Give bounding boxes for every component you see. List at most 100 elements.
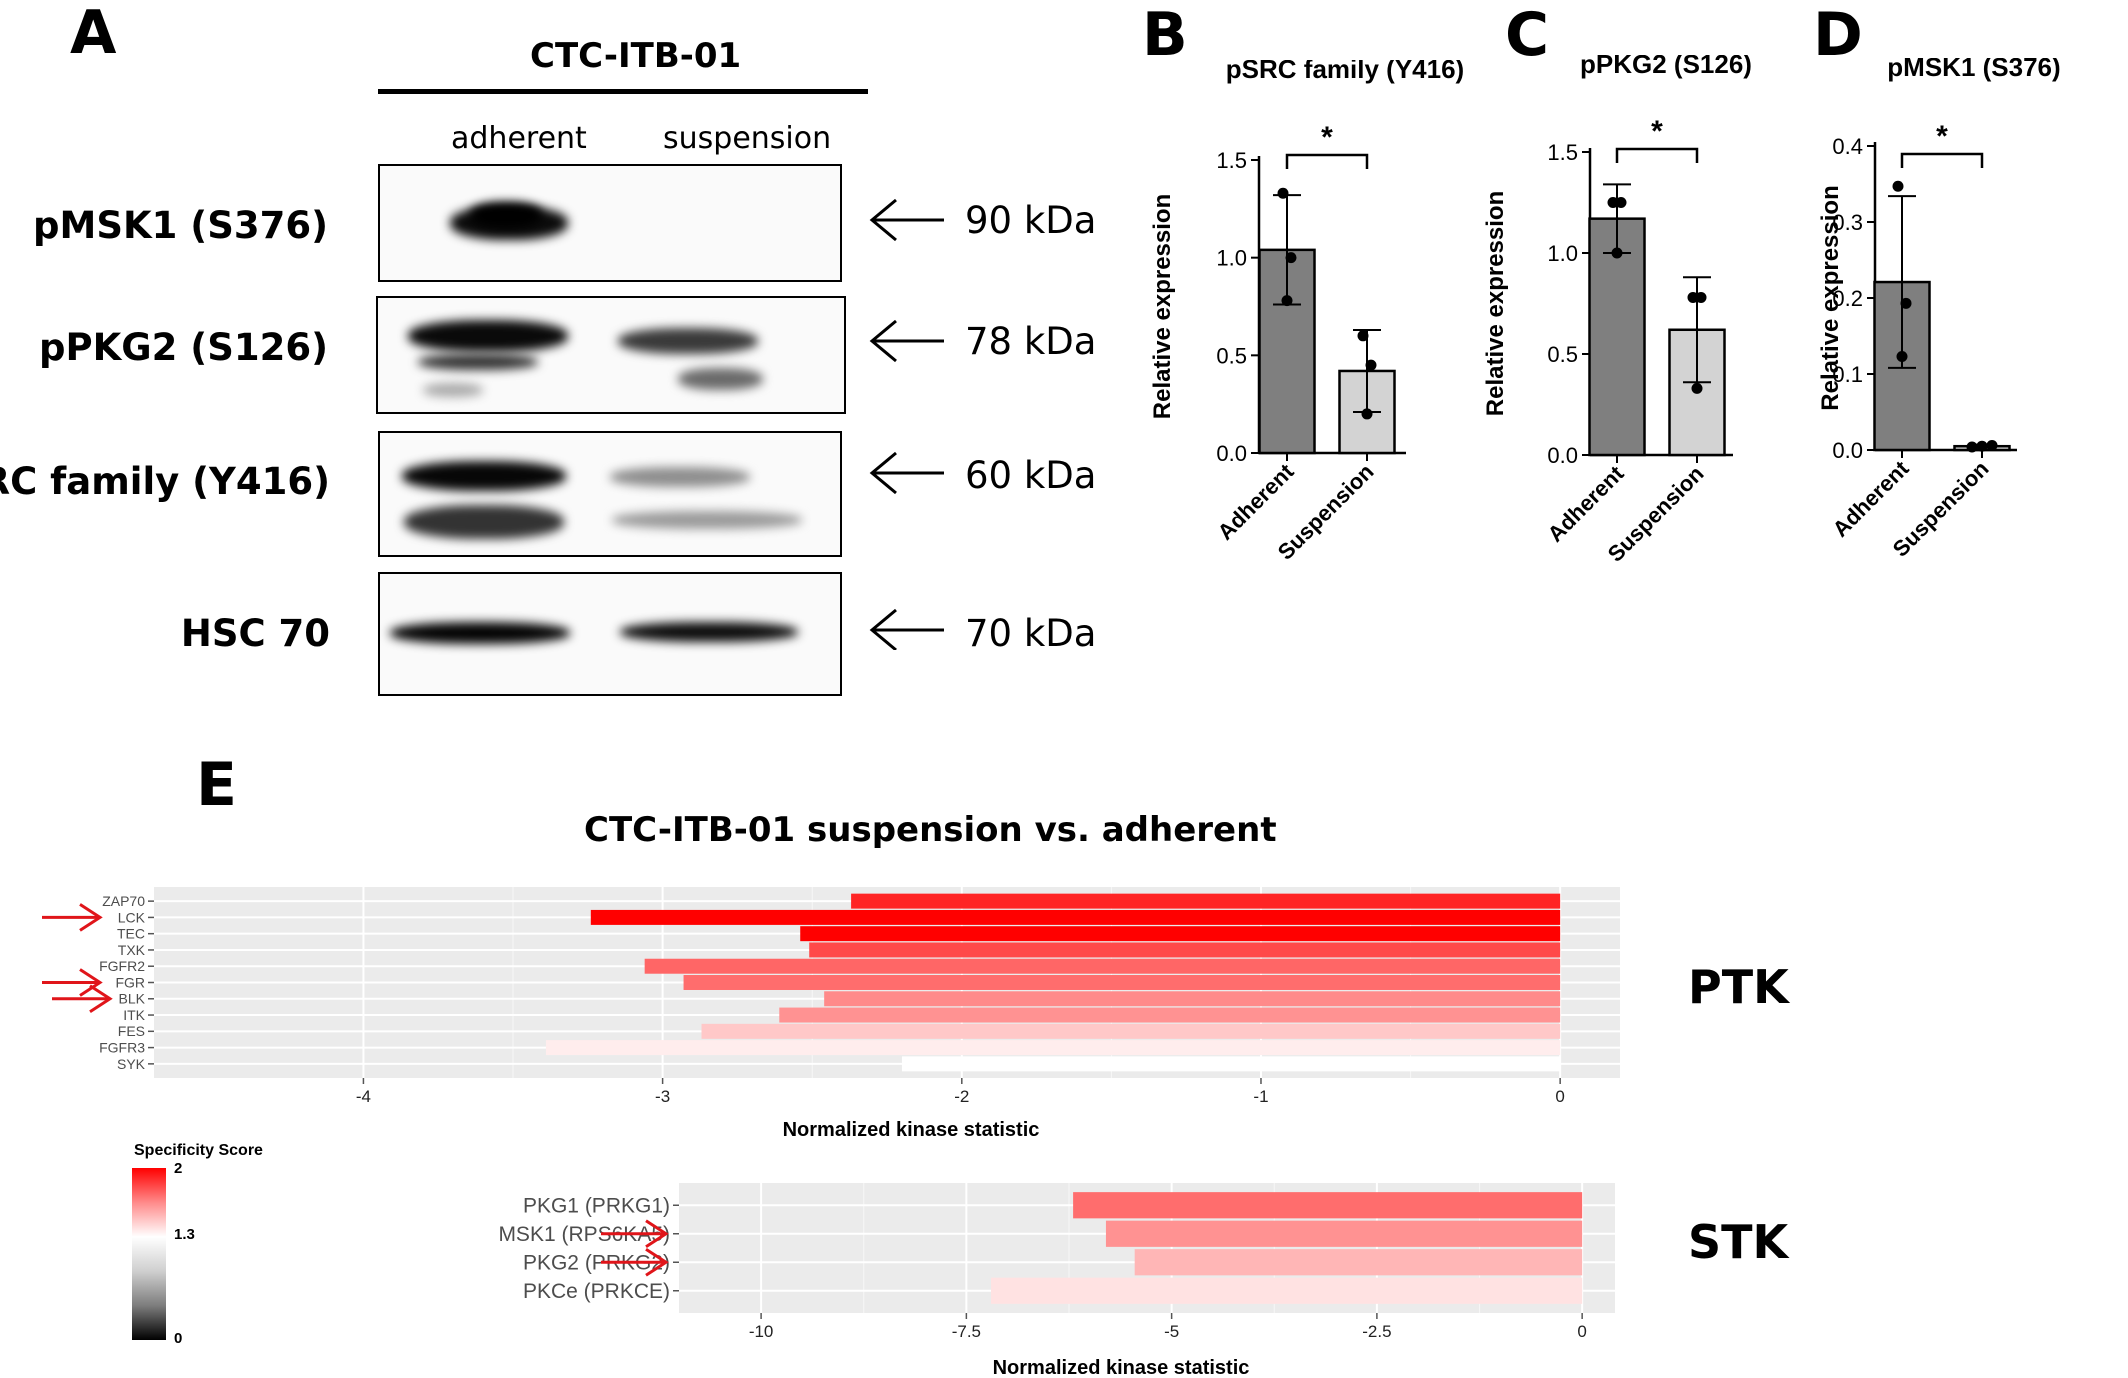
- kinase-label: MSK1 (RPS6KA5): [498, 1223, 670, 1246]
- y-tick-label: 0.0: [1547, 443, 1578, 468]
- y-axis-label: Relative expression: [1817, 185, 1844, 410]
- kinase-label: FGFR3: [99, 1039, 145, 1055]
- blot-label-ppkg2: pPKG2 (S126): [39, 326, 328, 369]
- highlight-arrow-head: [645, 1247, 669, 1277]
- y-tick-label: 0.3: [1832, 210, 1863, 235]
- highlight-arrow-head: [89, 984, 113, 1014]
- data-point: [1281, 295, 1293, 307]
- kinase-chart-title: CTC-ITB-01 suspension vs. adherent: [584, 810, 1277, 850]
- kinase-bar: [901, 1056, 1561, 1072]
- x-tick-label: Adherent: [1543, 460, 1629, 546]
- legend-tick-high: 2: [174, 1160, 183, 1177]
- data-point: [1896, 351, 1908, 363]
- blot-image-ppkg2: [376, 296, 846, 414]
- chart-title: pMSK1 (S376): [1887, 58, 2060, 82]
- kinase-label: FGR: [115, 974, 145, 990]
- kinase-bar: [824, 991, 1561, 1007]
- legend-tick-mid: 1.3: [174, 1226, 195, 1243]
- highlight-arrow-head: [645, 1219, 669, 1249]
- data-point: [1611, 247, 1623, 259]
- kda-label-psrc: 60 kDa: [965, 454, 1097, 497]
- data-point: [1615, 197, 1627, 208]
- data-point: [1277, 187, 1289, 199]
- kinase-bar: [991, 1277, 1583, 1304]
- y-tick-label: 0.1: [1832, 362, 1863, 387]
- y-tick-label: 0.5: [1216, 343, 1247, 368]
- kinase-label: FGFR2: [99, 958, 145, 974]
- blot-image-pmsk1: [378, 164, 842, 282]
- kinase-label: SYK: [117, 1056, 146, 1072]
- blot-arrows: [869, 198, 944, 650]
- chart-title: pPKG2 (S126): [1580, 55, 1752, 79]
- kda-label-pmsk1: 90 kDa: [965, 199, 1097, 242]
- data-point: [1986, 439, 1998, 451]
- data-point: [1357, 330, 1369, 342]
- kinase-bar: [1134, 1249, 1583, 1276]
- panel-label-a: A: [70, 0, 117, 68]
- significance-bracket: [1615, 147, 1699, 163]
- y-tick-label: 0.0: [1216, 441, 1247, 466]
- kinase-bar: [590, 909, 1561, 925]
- kinase-label: ZAP70: [102, 893, 145, 909]
- kinase-bar: [800, 926, 1561, 942]
- x-tick-label: -5: [1164, 1322, 1179, 1341]
- x-axis-label: Normalized kinase statistic: [993, 1357, 1250, 1378]
- kinase-bar: [779, 1007, 1561, 1023]
- y-tick-label: 1.0: [1547, 241, 1578, 266]
- data-point: [1892, 180, 1904, 192]
- kinase-label: TEC: [117, 926, 145, 942]
- x-tick-label: -3: [655, 1087, 670, 1106]
- chart-title: pSRC family (Y416): [1226, 60, 1464, 84]
- kinase-label: ITK: [123, 1007, 145, 1023]
- y-tick-label: 1.5: [1216, 148, 1247, 173]
- kinase-bar: [1073, 1192, 1583, 1219]
- legend-title: Specificity Score: [134, 1142, 263, 1159]
- significance-star: *: [1936, 120, 1948, 153]
- y-tick-label: 0.4: [1832, 134, 1863, 159]
- kinase-label: TXK: [118, 942, 146, 958]
- x-tick-label: 0: [1555, 1087, 1564, 1106]
- x-tick-label: Adherent: [1213, 458, 1299, 544]
- data-point: [1365, 359, 1377, 371]
- data-point: [1695, 291, 1707, 303]
- x-tick-label: -10: [749, 1322, 774, 1341]
- kinase-bar: [809, 942, 1561, 958]
- panel-label-e: E: [196, 750, 237, 820]
- x-tick-label: Adherent: [1828, 455, 1914, 541]
- x-tick-label: -4: [356, 1087, 371, 1106]
- kinase-bar: [851, 893, 1561, 909]
- kinase-bar: [545, 1040, 1561, 1056]
- stk-group-label: STK: [1688, 1215, 1789, 1269]
- ptk-group-label: PTK: [1688, 960, 1789, 1014]
- significance-bracket: [1900, 152, 1984, 168]
- legend-colorbar: [132, 1168, 166, 1340]
- blot-image-psrc: [378, 431, 842, 557]
- y-tick-label: 0.0: [1832, 438, 1863, 463]
- y-tick-label: 1.0: [1216, 246, 1247, 271]
- blot-label-hsc70: HSC 70: [180, 612, 330, 655]
- y-tick-label: 0.2: [1832, 286, 1863, 311]
- bar-chart-ppkg2: pPKG2 (S126) Relative expression 0.0 0.5 1.0…: [1482, 55, 1752, 567]
- y-tick-label: 1.5: [1547, 140, 1578, 165]
- blot-label-pmsk1: pMSK1 (S376): [33, 204, 328, 247]
- data-point: [1687, 291, 1699, 303]
- blot-cell-line-title: CTC-ITB-01: [530, 36, 742, 76]
- bar-chart-pmsk1: pMSK1 (S376) Relative expression 0.0 0.1 0.2…: [1817, 58, 2061, 562]
- data-point: [1285, 252, 1297, 264]
- legend-tick-low: 0: [174, 1330, 183, 1347]
- kinase-label: BLK: [119, 991, 146, 1007]
- significance-star: *: [1321, 121, 1333, 154]
- data-point: [1976, 440, 1988, 452]
- kinase-label: LCK: [118, 909, 146, 925]
- data-point: [1691, 382, 1703, 394]
- lane-label-adherent: adherent: [451, 121, 587, 156]
- kinase-label: PKCe (PRKCE): [523, 1280, 670, 1303]
- significance-bracket: [1285, 153, 1369, 169]
- kinase-bar: [644, 958, 1561, 974]
- kda-label-ppkg2: 78 kDa: [965, 320, 1097, 363]
- x-tick-label: -2: [954, 1087, 969, 1106]
- panel-label-d: D: [1813, 0, 1863, 70]
- lane-label-suspension: suspension: [663, 121, 832, 156]
- data-point: [1361, 408, 1373, 420]
